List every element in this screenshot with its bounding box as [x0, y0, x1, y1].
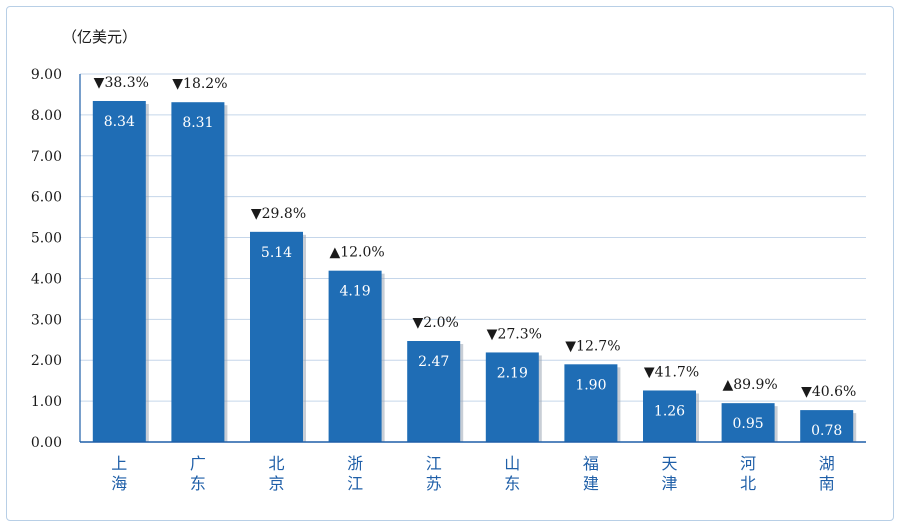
- change-label: ▲89.9%: [722, 377, 777, 393]
- y-tick-label: 2.00: [31, 353, 62, 369]
- change-label: ▼41.7%: [644, 364, 699, 380]
- change-label: ▼18.2%: [172, 76, 227, 92]
- y-tick-label: 1.00: [31, 394, 62, 410]
- bar: [721, 403, 775, 442]
- y-tick-label: 3.00: [31, 312, 62, 328]
- y-tick-label: 4.00: [31, 271, 62, 287]
- x-tick-label: 山东: [504, 454, 520, 493]
- y-tick-label: 6.00: [31, 190, 62, 206]
- bar: [643, 390, 696, 442]
- y-tick-label: 7.00: [31, 149, 62, 165]
- change-label: ▼27.3%: [487, 326, 542, 342]
- x-tick-label: 浙江: [347, 454, 363, 493]
- x-tick-label: 北京: [268, 454, 284, 493]
- data-label: 8.31: [182, 115, 213, 131]
- bar: [250, 231, 303, 442]
- x-tick-label: 河北: [740, 454, 756, 493]
- bar: [564, 364, 618, 442]
- y-axis: 0.00 1.00 2.00 3.00 4.00 5.00 6.00 7.00 8.00 9.00: [31, 67, 81, 451]
- data-label: 5.14: [261, 245, 292, 261]
- x-tick-label: 湖南: [819, 454, 835, 493]
- change-label: ▼2.0%: [413, 315, 459, 331]
- y-tick-label: 8.00: [31, 108, 62, 124]
- change-label: ▼29.8%: [251, 206, 306, 222]
- data-label: 2.47: [418, 354, 449, 370]
- data-label: 1.90: [575, 377, 606, 393]
- bar: [171, 102, 225, 443]
- change-label: ▲12.0%: [329, 245, 384, 261]
- data-label: 0.78: [811, 423, 842, 439]
- x-axis: 上海 广东 北京 浙江 江苏 山东 福建 天津 河北 湖南: [80, 441, 866, 493]
- data-label: 8.34: [104, 114, 135, 130]
- change-label: ▼40.6%: [801, 384, 856, 400]
- change-label: ▼12.7%: [565, 338, 620, 354]
- x-tick-label: 上海: [111, 454, 127, 493]
- data-label: 1.26: [654, 403, 685, 419]
- bar: [328, 270, 382, 442]
- bar: [485, 352, 539, 442]
- bar: [800, 410, 854, 442]
- y-tick-label: 5.00: [31, 231, 62, 247]
- unit-label: （亿美元）: [62, 28, 137, 46]
- data-label: 2.19: [497, 365, 528, 381]
- bar: [92, 100, 146, 442]
- bars: 8.34 ▼38.3% 8.31 ▼18.2% 5.14 ▼29.8% 4.19 ▲12.0%…: [92, 75, 856, 443]
- x-tick-label: 广东: [190, 454, 206, 493]
- x-tick-label: 福建: [583, 454, 599, 493]
- change-label: ▼38.3%: [94, 75, 149, 91]
- bar: [407, 341, 461, 442]
- y-tick-label: 9.00: [31, 67, 62, 83]
- data-label: 0.95: [733, 416, 764, 432]
- y-tick-label: 0.00: [31, 435, 62, 451]
- x-tick-label: 江苏: [426, 454, 442, 493]
- data-label: 4.19: [340, 284, 371, 300]
- x-tick-label: 天津: [661, 454, 677, 493]
